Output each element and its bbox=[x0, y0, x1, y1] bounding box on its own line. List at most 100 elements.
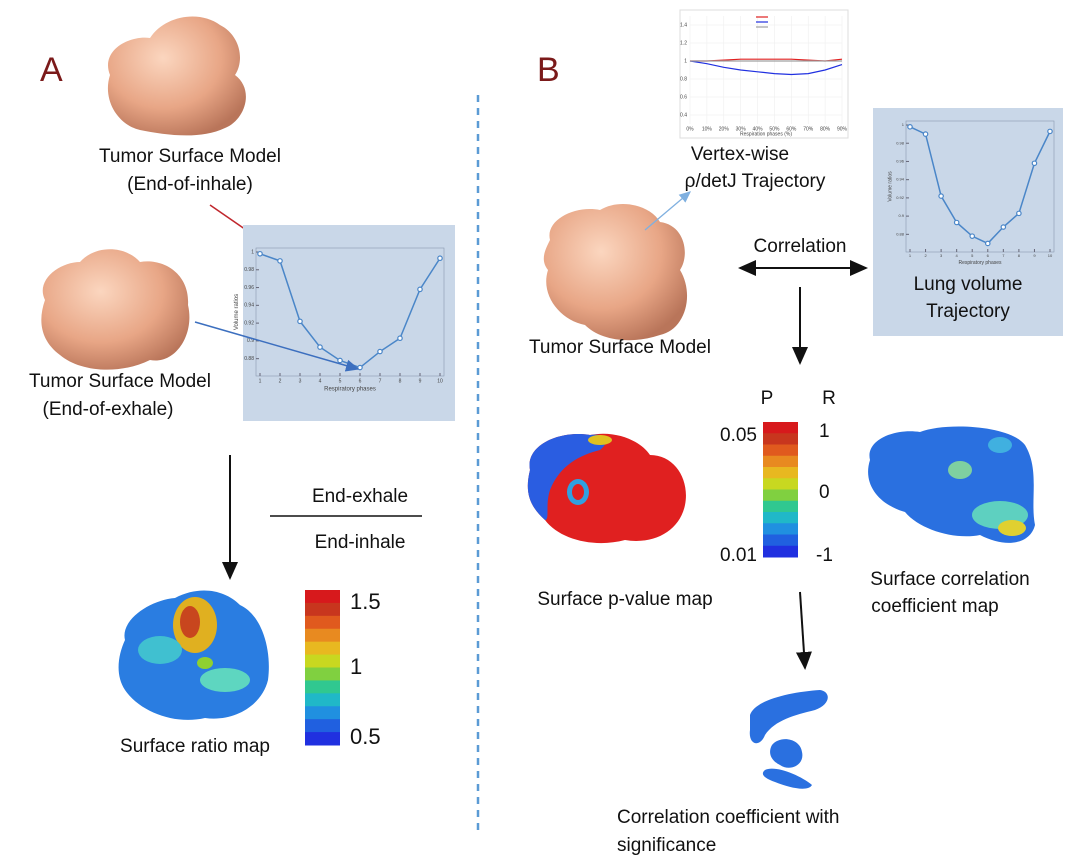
colorbar-tick: 0.5 bbox=[350, 724, 381, 749]
tumor-model bbox=[41, 249, 189, 369]
figure: A Tumor Surface Model (End-of-inhale) 0.… bbox=[0, 0, 1091, 859]
y-tick-label: 0.4 bbox=[680, 112, 687, 118]
label: Lung volume bbox=[914, 274, 1023, 295]
caption: coefficient map bbox=[871, 596, 998, 617]
significance-map bbox=[750, 690, 828, 789]
colorbar-step bbox=[305, 668, 340, 681]
point bbox=[298, 319, 302, 323]
x-tick-label: 10% bbox=[702, 126, 713, 132]
x-tick-label: 80% bbox=[820, 126, 831, 132]
x-tick-label: 10 bbox=[437, 378, 443, 384]
pvalue-map bbox=[528, 434, 686, 543]
colorbar-tick: 1 bbox=[350, 654, 362, 679]
y-tick-label: 0.6 bbox=[680, 94, 687, 100]
point bbox=[1001, 225, 1005, 229]
colorbar-tick: 0 bbox=[819, 482, 830, 503]
x-tick-label: 10 bbox=[1048, 253, 1053, 258]
tumor-model bbox=[108, 16, 246, 135]
y-tick-label: 0.8 bbox=[680, 76, 687, 82]
colorbar-step bbox=[305, 706, 340, 719]
y-tick-label: 0.98 bbox=[896, 140, 905, 145]
point bbox=[258, 252, 262, 256]
point bbox=[954, 220, 958, 224]
point bbox=[338, 358, 342, 362]
colorbar-tick: 1 bbox=[819, 421, 830, 442]
colorbar-step bbox=[763, 490, 798, 502]
x-tick-label: 1 bbox=[259, 378, 262, 384]
panel-label: A bbox=[40, 51, 63, 89]
caption: significance bbox=[617, 835, 716, 856]
label: ρ/detJ Trajectory bbox=[685, 171, 826, 192]
x-tick-label: 2 bbox=[279, 378, 282, 384]
point bbox=[278, 259, 282, 263]
y-tick-label: 0.92 bbox=[896, 195, 905, 200]
colorbar-step bbox=[763, 478, 798, 490]
colorbar-step bbox=[763, 433, 798, 445]
label: Correlation bbox=[754, 236, 847, 257]
ratio-map bbox=[119, 591, 269, 720]
y-tick-label: 1 bbox=[251, 249, 254, 255]
arrow bbox=[800, 592, 805, 668]
label: Tumor Surface Model bbox=[29, 371, 211, 392]
y-tick-label: 0.88 bbox=[896, 231, 905, 236]
colorbar-step bbox=[763, 501, 798, 513]
point bbox=[1017, 211, 1021, 215]
x-axis-label: Respiration phases (%) bbox=[740, 131, 792, 137]
colorbar-step bbox=[305, 693, 340, 706]
colorbar-tick: 1.5 bbox=[350, 589, 381, 614]
colorbar-tick: 0.01 bbox=[720, 545, 757, 566]
x-tick-label: 4 bbox=[319, 378, 322, 384]
caption: Surface ratio map bbox=[120, 736, 270, 757]
label: Trajectory bbox=[926, 301, 1010, 322]
colorbar-step bbox=[305, 719, 340, 732]
colorbar-step bbox=[305, 655, 340, 668]
denominator: End-inhale bbox=[315, 532, 406, 553]
y-tick-label: 1.4 bbox=[680, 22, 687, 28]
colorbar-step bbox=[763, 523, 798, 535]
caption: Correlation coefficient with bbox=[617, 807, 839, 828]
colorbar bbox=[305, 590, 340, 746]
y-tick-label: 0.98 bbox=[244, 267, 254, 273]
colorbar-step bbox=[305, 642, 340, 655]
y-tick-label: 0.92 bbox=[244, 320, 254, 326]
y-axis-label: Volume ratios bbox=[887, 171, 893, 202]
point bbox=[438, 256, 442, 260]
chart-panel bbox=[680, 10, 848, 138]
colorbar-header: R bbox=[822, 388, 836, 409]
colorbar-step bbox=[763, 445, 798, 457]
numerator: End-exhale bbox=[312, 486, 408, 507]
y-axis-label: Volume ratios bbox=[234, 294, 240, 330]
label: (End-of-inhale) bbox=[127, 174, 253, 195]
colorbar-step bbox=[305, 603, 340, 616]
colorbar-step bbox=[305, 590, 340, 603]
point bbox=[939, 194, 943, 198]
label: (End-of-exhale) bbox=[43, 399, 174, 420]
colorbar bbox=[763, 422, 798, 558]
y-tick-label: 0.96 bbox=[896, 159, 905, 164]
colorbar-step bbox=[763, 512, 798, 524]
label: Vertex-wise bbox=[691, 144, 789, 165]
y-tick-label: 1 bbox=[684, 58, 687, 64]
point bbox=[1048, 129, 1052, 133]
x-tick-label: 7 bbox=[379, 378, 382, 384]
colorbar-step bbox=[305, 680, 340, 693]
colorbar-tick: 0.05 bbox=[720, 425, 757, 446]
colorbar-step bbox=[305, 629, 340, 642]
x-tick-label: 8 bbox=[399, 378, 402, 384]
point bbox=[398, 336, 402, 340]
page: Tumor surface figure body { margin: 0; b… bbox=[0, 0, 1091, 859]
x-tick-label: 5 bbox=[339, 378, 342, 384]
x-tick-label: 3 bbox=[299, 378, 302, 384]
point bbox=[318, 345, 322, 349]
x-tick-label: 0% bbox=[686, 126, 694, 132]
caption: Surface correlation bbox=[870, 569, 1029, 590]
y-tick-label: 0.9 bbox=[898, 213, 904, 218]
colorbar-step bbox=[763, 535, 798, 547]
y-tick-label: 0.88 bbox=[244, 356, 254, 362]
x-tick-label: 20% bbox=[719, 126, 730, 132]
label: Tumor Surface Model bbox=[99, 146, 281, 167]
x-axis-label: Respiratory phases bbox=[958, 260, 1002, 266]
panel-label: B bbox=[537, 51, 560, 89]
colorbar-tick: -1 bbox=[816, 545, 833, 566]
caption: Surface p-value map bbox=[537, 589, 712, 610]
